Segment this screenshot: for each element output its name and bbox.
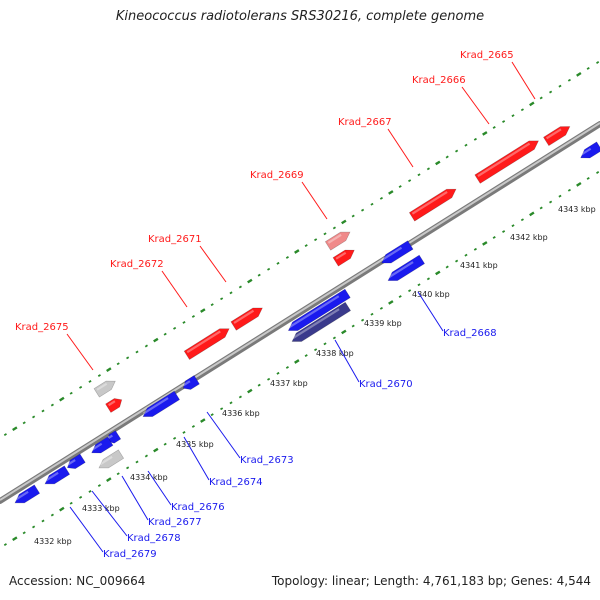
gene-krad-2678[interactable]	[65, 453, 86, 472]
kbp-label: 4342 kbp	[510, 233, 548, 242]
gene-label[interactable]: Krad_2678	[127, 533, 181, 544]
gene-label[interactable]: Krad_2665	[460, 50, 514, 61]
genome-summary: Topology: linear; Length: 4,761,183 bp; …	[271, 574, 591, 588]
forward-scale-line	[3, 61, 600, 437]
genes	[12, 122, 600, 507]
gene-krad-2676[interactable]	[89, 436, 114, 457]
gene-krad-2666[interactable]	[474, 137, 541, 184]
gene-label[interactable]: Krad_2668	[443, 328, 497, 339]
kbp-label: 4334 kbp	[130, 473, 168, 482]
gene-krad-2670[interactable]	[289, 301, 352, 346]
gene-krad-2667[interactable]	[408, 185, 458, 222]
gene-krad-2665[interactable]	[543, 122, 572, 147]
kbp-label: 4340 kbp	[412, 290, 450, 299]
gene-krad-2672[interactable]	[183, 324, 232, 360]
map-title: Kineococcus radiotolerans SRS30216, comp…	[115, 9, 485, 24]
gene-krad-2669[interactable]	[324, 228, 352, 251]
reverse-scale-line	[3, 171, 600, 547]
gene-krad-2675[interactable]	[93, 377, 118, 398]
gene-krad-2668-b[interactable]	[379, 240, 414, 268]
gene-label[interactable]: Krad_2673	[240, 455, 294, 466]
gene-krad-2669-b[interactable]	[332, 246, 357, 267]
gene-krad-2676-b[interactable]	[105, 430, 122, 446]
kbp-scale-labels: 4332 kbp 4333 kbp 4334 kbp 4335 kbp 4336 kbp…	[34, 205, 596, 546]
gene-label[interactable]: Krad_2667	[338, 117, 392, 128]
gene-label[interactable]: Krad_2677	[148, 517, 202, 528]
gene-label[interactable]: Krad_2672	[110, 259, 164, 270]
kbp-label: 4339 kbp	[364, 319, 402, 328]
gene-krad-2671[interactable]	[230, 304, 265, 331]
kbp-label: 4333 kbp	[82, 504, 120, 513]
gene-reverse-edge[interactable]	[578, 141, 600, 162]
gene-label[interactable]: Krad_2670	[359, 379, 413, 390]
kbp-label: 4332 kbp	[34, 537, 72, 546]
label-leaders	[66, 61, 536, 553]
gene-label[interactable]: Krad_2666	[412, 75, 466, 86]
accession-text: Accession: NC_009664	[9, 574, 146, 588]
gene-krad-2679[interactable]	[12, 484, 41, 507]
kbp-label: 4341 kbp	[460, 261, 498, 270]
kbp-label: 4338 kbp	[316, 349, 354, 358]
gene-label[interactable]: Krad_2671	[148, 234, 202, 245]
gene-krad-2677[interactable]	[96, 449, 125, 472]
gene-krad-2673[interactable]	[181, 375, 200, 393]
kbp-label: 4336 kbp	[222, 409, 260, 418]
gene-krad-2675-b[interactable]	[105, 396, 125, 413]
kbp-label: 4343 kbp	[558, 205, 596, 214]
gene-labels: Krad_2675 Krad_2672 Krad_2671 Krad_2669 Krad…	[15, 50, 514, 560]
gene-krad-2674[interactable]	[140, 390, 181, 421]
kbp-label: 4335 kbp	[176, 440, 214, 449]
gene-krad-2678-b[interactable]	[42, 465, 71, 488]
backbone	[0, 121, 600, 504]
gene-label[interactable]: Krad_2674	[209, 477, 263, 488]
gene-label[interactable]: Krad_2676	[171, 502, 225, 513]
gene-label[interactable]: Krad_2669	[250, 170, 304, 181]
gene-label[interactable]: Krad_2679	[103, 549, 157, 560]
kbp-label: 4337 kbp	[270, 379, 308, 388]
gene-label[interactable]: Krad_2675	[15, 322, 69, 333]
gene-krad-2670-b[interactable]	[286, 288, 351, 335]
gene-krad-2668[interactable]	[385, 254, 426, 285]
